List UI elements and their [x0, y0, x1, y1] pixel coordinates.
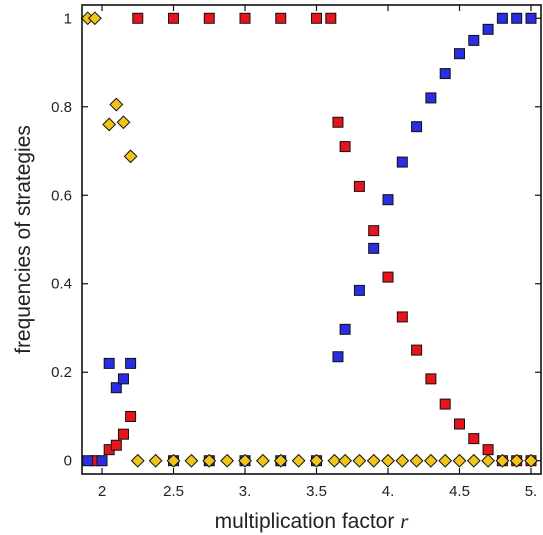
data-point-diamond	[166, 453, 181, 468]
y-axis-label: frequencies of strategies	[12, 125, 35, 354]
data-point-square	[125, 410, 137, 422]
data-point-square	[332, 351, 344, 363]
data-point-square	[339, 323, 351, 335]
x-tick-label: 5.	[525, 483, 538, 500]
data-point-diamond	[309, 453, 324, 468]
data-point-square	[82, 455, 94, 467]
x-tick-label: 3.5	[306, 483, 327, 500]
data-point-square	[453, 418, 465, 430]
tick-labels-layer: 2 2.5 3. 3.5 4. 4.5 5. 0 0.2 0.4 0.6 0.8 1	[51, 10, 537, 500]
data-point-diamond	[123, 149, 138, 164]
data-point-square	[125, 357, 137, 369]
data-point-diamond	[109, 97, 124, 112]
data-point-square	[453, 48, 465, 60]
plot-frame	[81, 4, 542, 475]
data-point-square	[203, 12, 215, 24]
data-point-square	[339, 141, 351, 153]
ticks-layer	[82, 5, 541, 474]
data-point-diamond	[524, 453, 538, 468]
y-tick-label: 0.4	[51, 276, 72, 293]
data-point-square	[168, 12, 180, 24]
data-point-square	[425, 92, 437, 104]
data-point-square	[325, 12, 337, 24]
data-point-square	[353, 284, 365, 296]
x-axis-label-variable: r	[400, 509, 409, 533]
data-point-diamond	[291, 453, 306, 468]
data-point-square	[468, 433, 480, 445]
data-point-square	[482, 444, 494, 456]
data-point-diamond	[466, 453, 481, 468]
data-point-diamond	[409, 453, 424, 468]
data-point-square	[482, 23, 494, 35]
data-point-diamond	[116, 115, 131, 130]
data-point-diamond	[338, 453, 353, 468]
data-point-square	[396, 156, 408, 168]
data-point-square	[411, 121, 423, 133]
data-point-diamond	[352, 453, 367, 468]
data-point-square	[353, 180, 365, 192]
y-tick-label: 0.6	[51, 187, 72, 204]
data-point-diamond	[481, 453, 496, 468]
data-point-diamond	[273, 453, 288, 468]
data-point-square	[110, 382, 122, 394]
data-point-square	[368, 242, 380, 254]
data-point-square	[239, 12, 251, 24]
data-point-square	[468, 34, 480, 46]
data-point-square	[275, 12, 287, 24]
data-point-square	[496, 12, 508, 24]
data-point-square	[132, 12, 144, 24]
data-point-square	[96, 455, 108, 467]
x-tick-label: 4.5	[449, 483, 470, 500]
data-point-diamond	[220, 453, 235, 468]
data-point-diamond	[148, 453, 163, 468]
data-point-square	[382, 271, 394, 283]
data-point-diamond	[238, 453, 252, 468]
data-point-square	[311, 12, 323, 24]
data-point-square	[525, 12, 537, 24]
data-point-diamond	[495, 453, 510, 468]
data-point-square	[103, 357, 115, 369]
data-point-square	[368, 225, 380, 237]
x-tick-label: 2	[98, 483, 106, 500]
y-tick-label: 0	[64, 453, 72, 470]
data-point-diamond	[509, 453, 524, 468]
x-axis-label-text: multiplication factor	[215, 510, 395, 533]
data-point-square	[511, 12, 523, 24]
data-point-square	[332, 116, 344, 128]
x-tick-label: 2.5	[163, 483, 184, 500]
data-point-diamond	[395, 453, 410, 468]
data-point-diamond	[87, 11, 102, 26]
data-point-diamond	[102, 117, 117, 132]
data-point-square	[439, 68, 451, 80]
y-tick-label: 0.8	[51, 99, 72, 116]
data-point-diamond	[423, 453, 438, 468]
data-point-square	[411, 344, 423, 356]
x-tick-label: 4.	[382, 483, 395, 500]
data-point-diamond	[327, 453, 342, 468]
data-point-diamond	[255, 453, 270, 468]
data-point-diamond	[438, 453, 453, 468]
data-point-square	[439, 398, 451, 410]
data-point-square	[117, 373, 129, 385]
data-point-diamond	[184, 453, 199, 468]
data-point-square	[382, 194, 394, 206]
data-point-diamond	[381, 453, 395, 468]
data-point-square	[117, 428, 129, 440]
y-tick-label: 1	[64, 10, 72, 27]
x-tick-label: 3.	[239, 483, 252, 500]
data-point-square	[396, 311, 408, 323]
data-point-diamond	[366, 453, 381, 468]
x-axis-label: multiplication factor r	[215, 509, 410, 533]
y-tick-label: 0.2	[51, 364, 72, 381]
data-point-square	[110, 439, 122, 451]
marks-layer	[80, 11, 538, 468]
data-point-diamond	[130, 453, 145, 468]
data-point-diamond	[202, 453, 217, 468]
data-point-square	[425, 373, 437, 385]
data-point-diamond	[452, 453, 467, 468]
